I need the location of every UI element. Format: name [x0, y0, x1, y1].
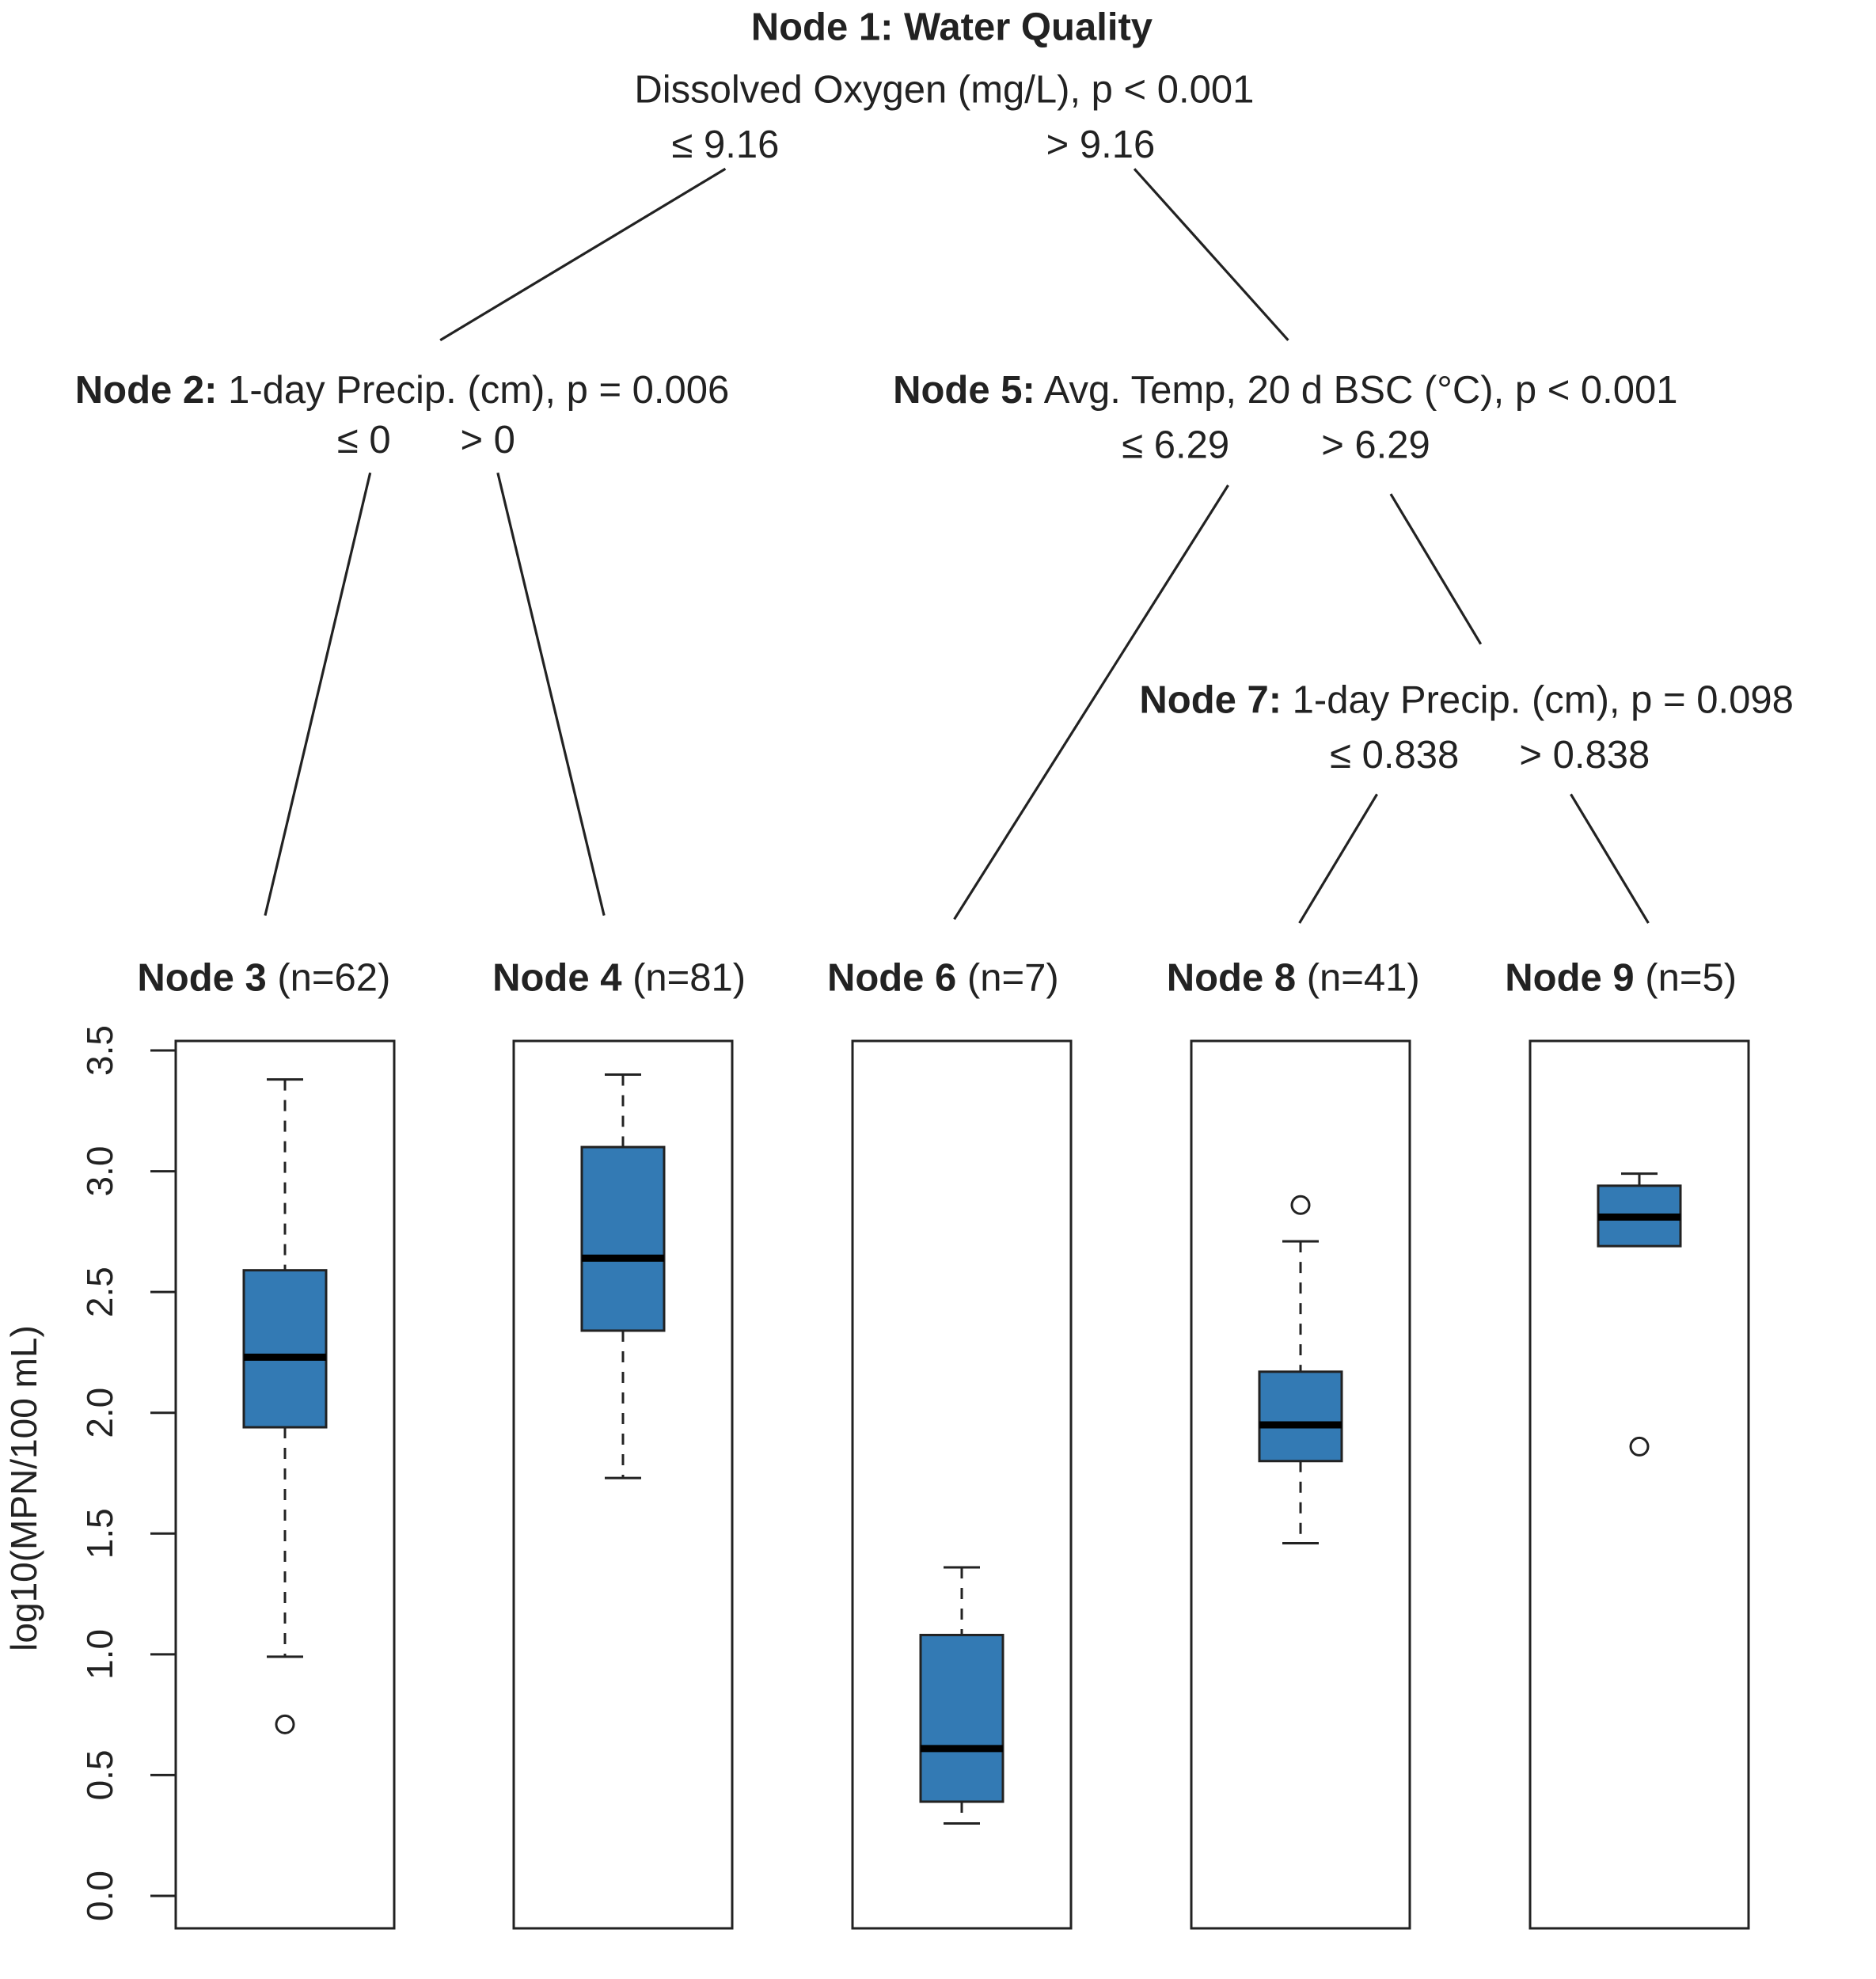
leaf-node-label: Node 6 (n=7) — [827, 956, 1059, 999]
leaf-node-label: Node 4 (n=81) — [492, 956, 746, 999]
label-part: (n=41) — [1296, 956, 1420, 999]
boxplot-panel — [851, 1039, 1073, 1930]
y-tick-label: 2.0 — [79, 1388, 120, 1438]
y-tick-label: 0.5 — [79, 1749, 120, 1800]
label-part: Node 2: — [75, 369, 218, 412]
node5-right-condition: > 6.29 — [1321, 424, 1430, 466]
label-part: Node 9 — [1505, 956, 1634, 999]
edge-node7-node8 — [1298, 793, 1378, 924]
leaf-node-label: Node 8 (n=41) — [1167, 956, 1420, 999]
node2-left-condition: ≤ 0 — [337, 419, 391, 462]
y-tick-label: 0.0 — [79, 1871, 120, 1921]
label-part: Node 5: — [893, 369, 1035, 412]
boxplot-panel — [1529, 1039, 1750, 1930]
label-part: Node 3 — [137, 956, 266, 999]
iqr-box — [1258, 1370, 1343, 1463]
leaf-node-label: Node 3 (n=62) — [137, 956, 390, 999]
label-part: > 9.16 — [1046, 123, 1156, 166]
edge-node5-node6 — [953, 484, 1229, 921]
node7-label: Node 7: 1-day Precip. (cm), p = 0.098 — [1139, 679, 1793, 722]
outlier-point — [1629, 1436, 1650, 1457]
iqr-box — [242, 1269, 328, 1429]
panel-frame — [1190, 1039, 1411, 1930]
label-part: 1-day Precip. (cm), p = 0.006 — [217, 369, 729, 412]
label-part: 1-day Precip. (cm), p = 0.098 — [1282, 679, 1794, 722]
label-part: ≤ 9.16 — [671, 123, 779, 166]
label-part: (n=7) — [956, 956, 1058, 999]
panel-frame — [174, 1039, 396, 1930]
leaf-node-label: Node 9 (n=5) — [1505, 956, 1737, 999]
label-part: Node 6 — [827, 956, 956, 999]
label-part: > 6.29 — [1321, 424, 1430, 466]
label-part: ≤ 0.838 — [1330, 734, 1459, 777]
y-tick-label: 3.0 — [79, 1146, 120, 1197]
node5-label: Node 5: Avg. Temp, 20 d BSC (°C), p < 0.… — [893, 369, 1677, 412]
label-part: Avg. Temp, 20 d BSC (°C), p < 0.001 — [1035, 369, 1678, 412]
edge-node1-node5 — [1133, 168, 1289, 341]
panel-frame — [512, 1039, 734, 1930]
edge-node1-node2 — [439, 167, 727, 342]
node7-left-condition: ≤ 0.838 — [1330, 734, 1459, 777]
node2-right-condition: > 0 — [460, 419, 515, 462]
boxplot-panel — [174, 1039, 396, 1930]
outlier-point — [1290, 1195, 1311, 1215]
label-part: Node 8 — [1167, 956, 1296, 999]
label-part: (n=81) — [621, 956, 746, 999]
edge-node5-node7 — [1389, 493, 1483, 645]
y-tick-label: 1.5 — [79, 1508, 120, 1559]
iqr-box — [580, 1145, 666, 1332]
label-part: ≤ 0 — [337, 419, 391, 462]
label-part: (n=62) — [267, 956, 391, 999]
label-part: (n=5) — [1635, 956, 1737, 999]
node1-split-variable: Dissolved Oxygen (mg/L), p < 0.001 — [634, 69, 1254, 112]
label-part: > 0.838 — [1519, 734, 1650, 777]
label-part: Node 4 — [492, 956, 621, 999]
y-axis-label: log10(MPN/100 mL) — [3, 1325, 44, 1651]
y-tick-label: 1.0 — [79, 1629, 120, 1680]
node7-right-condition: > 0.838 — [1519, 734, 1650, 777]
label-part: ≤ 6.29 — [1122, 424, 1229, 466]
edge-node7-node9 — [1570, 793, 1650, 924]
node1-title: Node 1: Water Quality — [751, 6, 1153, 49]
iqr-box — [919, 1633, 1004, 1803]
boxplot-panel — [1190, 1039, 1411, 1930]
boxplot-panel — [512, 1039, 734, 1930]
edge-node2-node4 — [496, 472, 606, 916]
panel-frame — [1529, 1039, 1750, 1930]
node2-label: Node 2: 1-day Precip. (cm), p = 0.006 — [75, 369, 730, 412]
node1-split-label: Dissolved Oxygen (mg/L), p < 0.001 — [634, 69, 1254, 112]
y-tick-label: 2.5 — [79, 1267, 120, 1317]
y-tick-label: 3.5 — [79, 1025, 120, 1076]
node1-right-condition: > 9.16 — [1046, 123, 1156, 166]
label-part: Node 7: — [1139, 679, 1282, 722]
node1-left-condition: ≤ 9.16 — [671, 123, 779, 166]
edge-node2-node3 — [264, 472, 372, 916]
panel-frame — [851, 1039, 1073, 1930]
node5-left-condition: ≤ 6.29 — [1122, 424, 1229, 466]
outlier-point — [275, 1714, 295, 1734]
label-part: > 0 — [460, 419, 515, 462]
node1-title: Node 1: Water Quality — [751, 6, 1153, 49]
